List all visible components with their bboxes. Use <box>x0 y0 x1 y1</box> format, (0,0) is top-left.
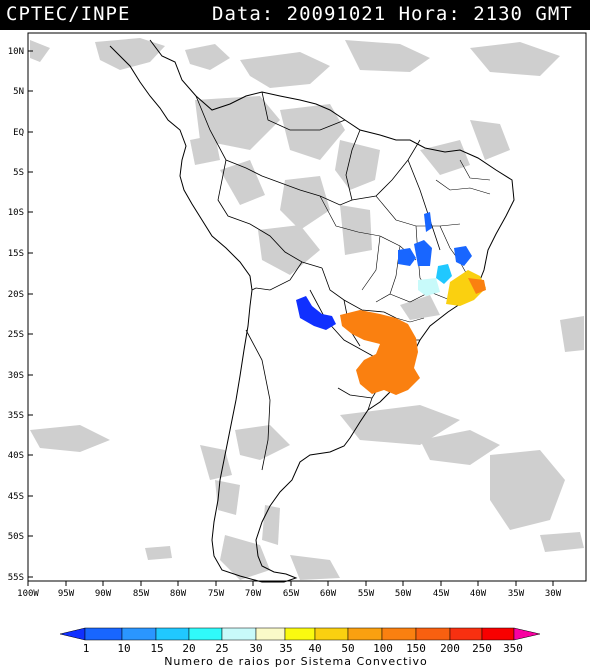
lat-label: 15S <box>8 249 24 259</box>
lon-label: 70W <box>245 589 262 599</box>
colorbar-tick: 250 <box>472 642 492 655</box>
colorbar-swatch <box>188 627 223 641</box>
colorbar-tick: 10 <box>117 642 130 655</box>
storm-cluster-south <box>340 310 420 395</box>
lat-label: 35S <box>8 411 24 421</box>
storm-cluster-central-b <box>414 240 432 266</box>
lat-label: 20S <box>8 290 24 300</box>
lon-label: 45W <box>433 589 450 599</box>
colorbar-swatch <box>155 627 190 641</box>
storm-cluster-east-b <box>436 264 452 284</box>
lon-axis <box>27 581 554 586</box>
colorbar-tick: 30 <box>249 642 262 655</box>
colorbar-swatch <box>255 627 286 641</box>
lat-label: 10S <box>8 208 24 218</box>
storm-cluster-north <box>424 212 432 232</box>
colorbar-tick: 20 <box>182 642 195 655</box>
colorbar-swatch <box>84 627 123 641</box>
storm-cluster-central <box>398 248 416 266</box>
map-panel: 10N 5N EQ 5S 10S 15S 20S 25S 30S 35S 40S… <box>8 32 587 668</box>
lat-label: 25S <box>8 330 24 340</box>
colorbar-swatch <box>381 627 417 641</box>
colorbar-swatch <box>314 627 349 641</box>
lon-label: 75W <box>208 589 225 599</box>
lat-axis <box>28 50 33 578</box>
storm-cluster-faint <box>418 278 440 296</box>
colorbar-swatch <box>347 627 383 641</box>
lat-label: 45S <box>8 492 24 502</box>
lon-label: 85W <box>133 589 150 599</box>
colorbar-tick: 15 <box>150 642 163 655</box>
header-bar: CPTEC/INPE Data: 20091021 Hora: 2130 GMT <box>0 0 590 30</box>
lat-label: EQ <box>13 128 24 138</box>
colorbar-tick: 25 <box>215 642 228 655</box>
source-label: CPTEC/INPE <box>6 3 131 25</box>
lat-label: 30S <box>8 371 24 381</box>
colorbar-swatch <box>481 627 515 641</box>
lon-label: 35W <box>508 589 525 599</box>
colorbar-swatch <box>449 627 483 641</box>
lon-label: 100W <box>17 589 39 599</box>
lon-label: 50W <box>395 589 412 599</box>
colorbar-swatch <box>284 627 316 641</box>
lat-label: 55S <box>8 573 24 583</box>
coastline <box>109 39 515 583</box>
lon-labels: 100W 95W 90W 85W 80W 75W 70W 65W 60W 55W… <box>17 589 562 599</box>
lon-label: 80W <box>170 589 187 599</box>
lat-labels: 10N 5N EQ 5S 10S 15S 20S 25S 30S 35S 40S… <box>8 47 24 583</box>
colorbar-tick: 200 <box>440 642 460 655</box>
colorbar-title: Numero de raios por Sistema Convectivo <box>164 655 428 668</box>
storm-cluster-southeast-core <box>468 278 486 294</box>
lon-label: 40W <box>470 589 487 599</box>
lat-label: 5S <box>13 168 24 178</box>
datetime-label: Data: 20091021 Hora: 2130 GMT <box>212 3 573 25</box>
lon-label: 60W <box>320 589 337 599</box>
colorbar-swatch <box>415 627 451 641</box>
lon-label: 55W <box>358 589 375 599</box>
colorbar-tick: 50 <box>341 642 354 655</box>
lat-label: 40S <box>8 451 24 461</box>
convective-systems <box>296 212 486 395</box>
colorbar-tick: 150 <box>406 642 426 655</box>
colorbar-swatch <box>221 627 257 641</box>
lon-label: 90W <box>95 589 112 599</box>
lon-label: 65W <box>283 589 300 599</box>
colorbar: 1 10 15 20 25 30 35 40 50 100 150 200 25… <box>59 627 541 668</box>
colorbar-tick: 40 <box>308 642 321 655</box>
colorbar-arrow-left <box>59 627 86 641</box>
lat-label: 10N <box>8 47 24 57</box>
storm-cluster-east <box>454 246 472 266</box>
lat-label: 50S <box>8 532 24 542</box>
storm-cluster-west <box>296 296 336 330</box>
colorbar-tick: 350 <box>503 642 523 655</box>
lon-label: 95W <box>58 589 75 599</box>
colorbar-tick: 1 <box>83 642 90 655</box>
lon-label: 30W <box>545 589 562 599</box>
colorbar-swatch <box>121 627 157 641</box>
colorbar-tick: 100 <box>373 642 393 655</box>
lat-label: 5N <box>13 87 24 97</box>
colorbar-arrow-right <box>513 627 541 641</box>
colorbar-tick: 35 <box>279 642 292 655</box>
